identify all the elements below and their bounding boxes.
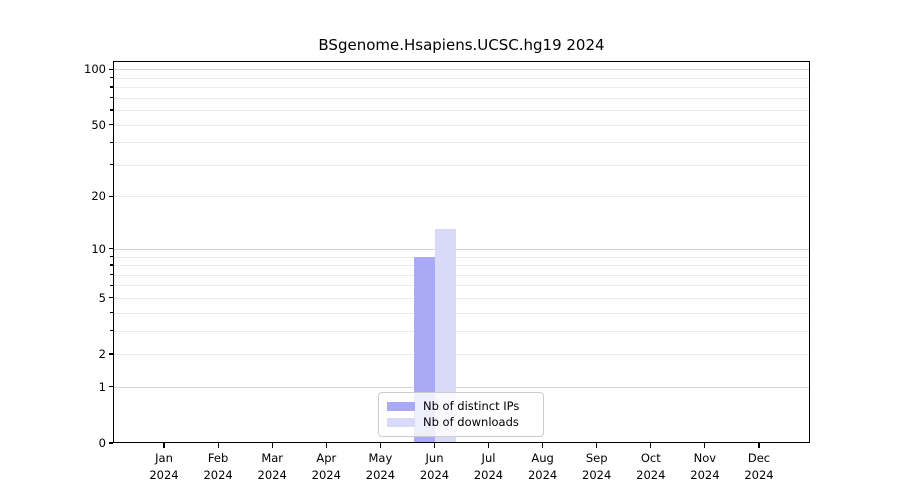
x-axis-tick bbox=[650, 443, 652, 448]
x-axis-tick-label: Sep 2024 bbox=[582, 451, 612, 482]
y-axis-tick-label: 0 bbox=[98, 436, 106, 450]
x-axis-tick-label: Jan 2024 bbox=[149, 451, 179, 482]
gridline-minor bbox=[114, 196, 809, 198]
gridline-minor bbox=[114, 297, 809, 299]
x-axis-tick bbox=[433, 443, 436, 448]
y-axis-tick-label: 2 bbox=[98, 347, 106, 361]
y-axis-minor-tick bbox=[110, 164, 113, 166]
chart-title: BSgenome.Hsapiens.UCSC.hg19 2024 bbox=[318, 36, 605, 54]
x-axis-tick bbox=[325, 443, 327, 448]
x-axis-tick-label: Aug 2024 bbox=[527, 451, 558, 482]
gridline-major bbox=[114, 386, 809, 388]
y-axis-minor-tick bbox=[110, 255, 113, 258]
y-axis-tick bbox=[108, 68, 113, 70]
y-axis-minor-tick bbox=[110, 97, 113, 99]
y-axis-tick-label: 1 bbox=[98, 379, 106, 394]
y-axis-tick bbox=[108, 297, 113, 299]
gridline-minor bbox=[114, 285, 809, 287]
y-axis-minor-tick bbox=[110, 312, 113, 314]
y-axis-minor-tick bbox=[110, 330, 113, 332]
x-axis-tick bbox=[487, 443, 490, 448]
y-axis-tick-label: 5 bbox=[98, 290, 106, 305]
gridline-minor bbox=[114, 110, 809, 111]
y-axis-tick bbox=[108, 123, 113, 126]
y-axis-tick-label: 10 bbox=[91, 241, 106, 256]
gridline-minor bbox=[114, 97, 809, 99]
y-axis-minor-tick bbox=[110, 274, 113, 276]
x-axis-tick-label: Jun 2024 bbox=[419, 451, 450, 482]
x-axis-tick bbox=[704, 443, 706, 448]
y-axis-tick bbox=[108, 386, 113, 388]
y-axis-minor-tick bbox=[110, 141, 113, 143]
x-axis-tick-label: May 2024 bbox=[365, 451, 396, 482]
x-axis-tick bbox=[542, 443, 544, 448]
x-axis-tick bbox=[758, 443, 760, 448]
y-axis-minor-tick bbox=[110, 284, 113, 286]
y-axis-tick bbox=[108, 195, 113, 197]
x-axis-tick-label: Apr 2024 bbox=[311, 451, 341, 482]
y-axis-tick-label: 20 bbox=[91, 189, 106, 204]
gridline-minor bbox=[114, 124, 809, 126]
gridline-major bbox=[114, 248, 809, 250]
gridline-major bbox=[114, 69, 809, 71]
y-axis-minor-tick bbox=[110, 264, 113, 266]
y-axis-minor-tick bbox=[110, 77, 113, 79]
x-axis-tick bbox=[596, 443, 598, 448]
gridline-minor bbox=[114, 87, 809, 88]
x-axis-tick-label: Nov 2024 bbox=[690, 451, 720, 482]
x-axis-tick-label: Feb 2024 bbox=[203, 451, 233, 482]
x-axis-tick-label: Mar 2024 bbox=[257, 451, 287, 482]
y-axis-tick bbox=[108, 353, 113, 355]
bar-downloads-jun bbox=[434, 229, 456, 443]
gridline-minor bbox=[114, 330, 809, 332]
legend-item-downloads: Nb of downloads bbox=[387, 416, 535, 429]
x-axis-tick-label: Oct 2024 bbox=[636, 451, 666, 482]
y-axis-tick-label: 50 bbox=[91, 117, 106, 132]
x-axis-tick bbox=[163, 443, 165, 448]
x-axis-tick-label: Dec 2024 bbox=[744, 451, 774, 482]
y-axis-minor-tick bbox=[110, 109, 113, 111]
y-axis-tick bbox=[108, 248, 113, 250]
gridline-minor bbox=[114, 77, 809, 79]
x-axis-tick bbox=[271, 443, 273, 448]
gridline-minor bbox=[114, 164, 809, 166]
gridline-minor bbox=[114, 312, 809, 314]
plot-frame bbox=[113, 61, 810, 443]
y-axis-tick bbox=[108, 442, 113, 444]
gridline-minor bbox=[114, 354, 809, 355]
gridline-minor bbox=[114, 256, 809, 258]
legend-label-downloads: Nb of downloads bbox=[423, 415, 519, 429]
gridline-minor bbox=[114, 142, 809, 144]
x-axis-tick bbox=[217, 443, 219, 448]
legend-item-distinct-ips: Nb of distinct IPs bbox=[387, 400, 535, 413]
y-axis-minor-tick bbox=[110, 86, 113, 88]
gridline-minor bbox=[114, 265, 809, 266]
legend-swatch-distinct-ips-icon bbox=[387, 401, 415, 412]
x-axis-tick-label: Jul 2024 bbox=[473, 451, 504, 482]
gridline-minor bbox=[114, 274, 809, 276]
legend-label-distinct-ips: Nb of distinct IPs bbox=[423, 399, 520, 413]
legend-swatch-downloads-icon bbox=[387, 417, 415, 428]
x-axis-tick bbox=[379, 443, 381, 448]
y-axis-tick-label: 100 bbox=[84, 62, 106, 77]
legend: Nb of distinct IPs Nb of downloads bbox=[378, 392, 544, 437]
